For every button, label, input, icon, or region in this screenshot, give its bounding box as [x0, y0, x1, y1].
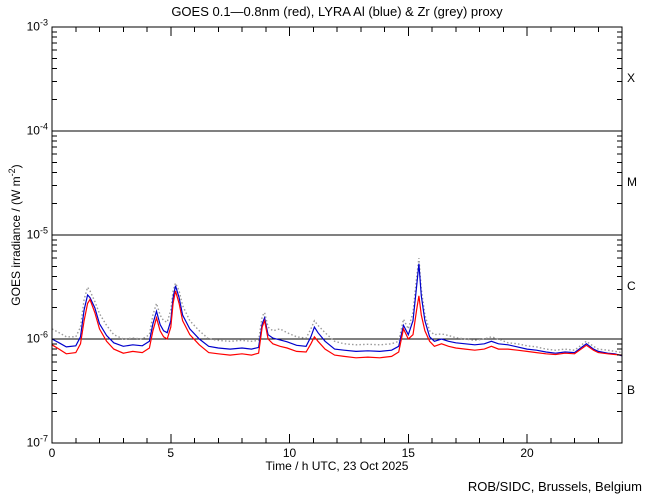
chart-title: GOES 0.1—0.8nm (red), LYRA Al (blue) & Z…: [171, 4, 503, 19]
y-tick-exp: -6: [39, 329, 48, 340]
x-tick-label: 20: [520, 446, 534, 460]
y-tick-exp: -3: [39, 17, 48, 28]
y-tick-base: 10: [26, 227, 40, 242]
y-tick-exp: -5: [39, 225, 48, 236]
credit-text: ROB/SIDC, Brussels, Belgium: [467, 479, 642, 494]
y-axis-title-exponent: -2: [7, 168, 17, 177]
y-axis-title-close: ): [9, 164, 23, 169]
axis-ticks: [51, 26, 623, 444]
y-tick-base: 10: [26, 435, 40, 450]
flare-class-lines: [52, 130, 622, 340]
y-tick-label: 10-7: [0, 433, 48, 450]
y-tick-label: 10-4: [0, 121, 48, 138]
flare-class-label: X: [627, 71, 636, 86]
y-axis-title-text: GOES irradiance / (W m: [9, 176, 23, 306]
y-tick-exp: -7: [39, 433, 48, 444]
lyra-al-proxy-curve: [51, 263, 623, 357]
x-tick-label: 0: [48, 446, 56, 460]
x-tick-label: 10: [282, 446, 297, 460]
y-tick-base: 10: [26, 19, 40, 34]
x-tick-label: 15: [401, 446, 415, 460]
lyra-zr-proxy-curve: [51, 258, 623, 354]
x-tick-label: 5: [167, 446, 175, 460]
x-axis-title: Time / h UTC, 23 Oct 2025: [265, 459, 409, 473]
flare-class-label: B: [627, 383, 636, 398]
y-tick-exp: -4: [39, 121, 48, 132]
y-tick-base: 10: [26, 331, 40, 346]
y-tick-base: 10: [26, 123, 40, 138]
flare-class-label: C: [627, 279, 636, 294]
y-tick-label: 10-6: [0, 329, 48, 346]
data-series: [51, 258, 623, 359]
flare-class-label: M: [627, 175, 637, 190]
y-tick-label: 10-3: [0, 17, 48, 34]
goes-xray-curve: [51, 290, 623, 359]
y-tick-label: 10-5: [0, 225, 48, 242]
